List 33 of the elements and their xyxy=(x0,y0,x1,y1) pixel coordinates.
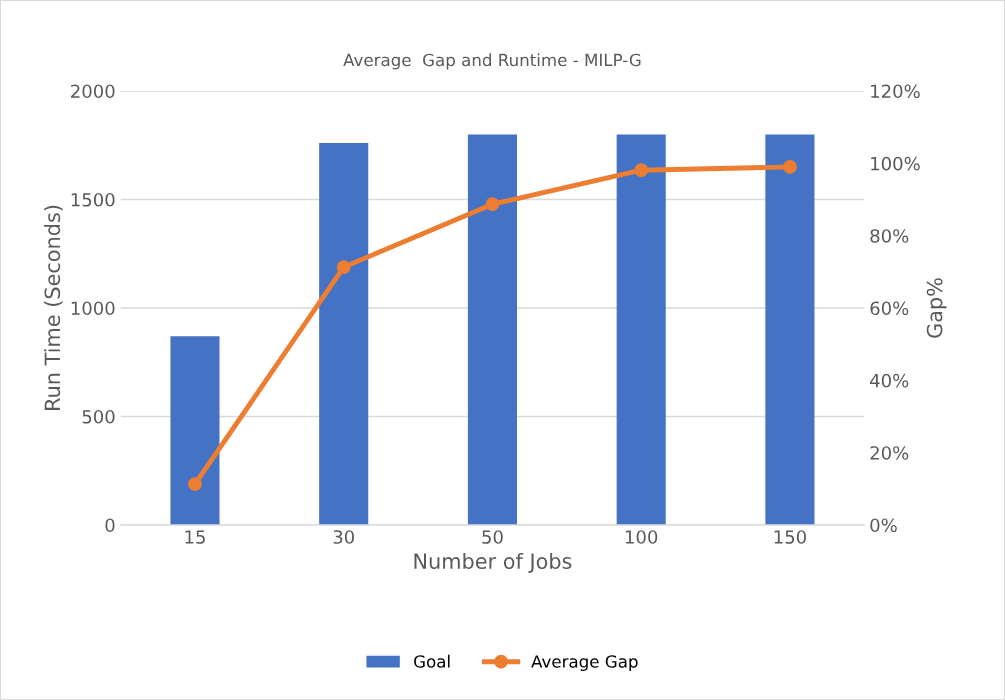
point xyxy=(485,197,500,212)
point xyxy=(782,160,797,174)
y-tick-label: 2000 xyxy=(71,84,115,99)
bar xyxy=(319,143,369,525)
bar xyxy=(467,134,517,525)
bar xyxy=(616,134,666,525)
y-tick-label: 1500 xyxy=(71,192,115,207)
y2-axis-title: Gap% xyxy=(926,278,947,338)
x-tick-label: 15 xyxy=(185,530,205,544)
legend-label: Goal xyxy=(414,654,450,668)
x-tick-label: 50 xyxy=(482,530,503,544)
y2-tick-label: 120% xyxy=(871,84,920,99)
x-axis-title: Number of Jobs xyxy=(414,552,572,573)
y2-tick-label: 100% xyxy=(871,156,920,171)
bar xyxy=(765,134,815,525)
y-axis-title: Run Time (Seconds) xyxy=(44,205,63,410)
y-tick-label: 0 xyxy=(105,518,115,533)
chart-title: Average Gap and Runtime - MILP-G xyxy=(343,53,641,70)
x-tick-label: 150 xyxy=(774,530,806,544)
y-tick-label: 500 xyxy=(82,409,115,424)
y-tick-label: 1000 xyxy=(71,301,115,316)
y2-tick-label: 60% xyxy=(870,301,909,316)
y2-tick-label: 80% xyxy=(870,229,909,243)
legend-label: Average Gap xyxy=(531,655,638,671)
x-tick-label: 100 xyxy=(625,530,658,544)
y2-tick-label: 40% xyxy=(870,373,909,388)
point xyxy=(188,477,202,492)
y2-tick-label: 0% xyxy=(870,518,897,533)
bar xyxy=(170,336,220,525)
point xyxy=(634,163,649,178)
point xyxy=(336,260,351,275)
y2-tick-label: 20% xyxy=(870,446,909,460)
x-tick-label: 30 xyxy=(333,530,354,544)
